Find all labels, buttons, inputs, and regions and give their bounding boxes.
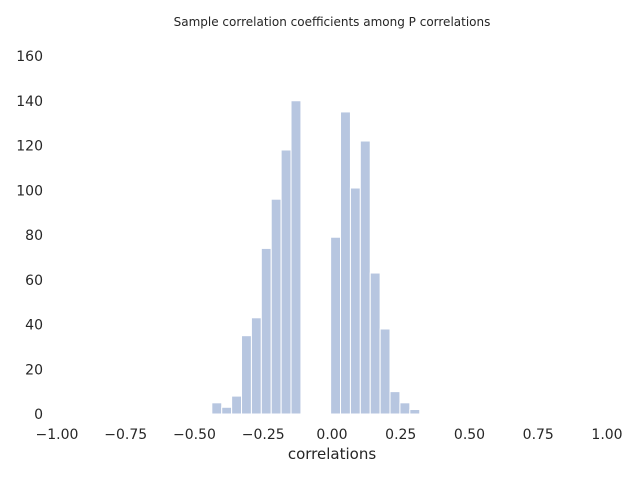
histogram-bar [280, 149, 292, 415]
histogram-bar [349, 187, 361, 415]
x-axis-label: correlations [288, 445, 376, 463]
histogram-bar [221, 406, 233, 415]
histogram-bar [241, 335, 252, 415]
histogram-bar [340, 111, 351, 415]
y-tick-label: 100 [16, 183, 43, 199]
chart-title: Sample correlation coefficients among P … [174, 15, 491, 29]
histogram-bar [231, 395, 243, 415]
x-tick-label: −0.50 [173, 427, 216, 443]
x-tick-label: 0.00 [316, 427, 347, 443]
y-tick-label: 140 [16, 94, 43, 110]
histogram-bars [211, 100, 421, 415]
y-tick-label: 80 [25, 228, 43, 244]
histogram-bar [399, 402, 411, 415]
x-axis-tick-labels: −1.00 −0.75 −0.50 −0.25 0.00 0.25 0.50 0.75 1.00 [36, 427, 623, 443]
x-tick-label: 1.00 [591, 427, 622, 443]
y-tick-label: 20 [25, 362, 43, 378]
y-tick-label: 160 [16, 49, 43, 65]
histogram-bar [290, 100, 302, 415]
histogram-bar [409, 409, 421, 415]
histogram-bar [270, 198, 282, 415]
y-tick-label: 40 [25, 318, 43, 334]
histogram-bar [369, 272, 381, 415]
x-tick-label: −1.00 [36, 427, 79, 443]
y-tick-label: 0 [34, 407, 43, 423]
x-tick-label: −0.25 [242, 427, 285, 443]
histogram-bar [260, 247, 272, 415]
y-axis-tick-labels: 0 20 40 60 80 100 120 140 160 [16, 49, 43, 423]
x-tick-label: 0.50 [454, 427, 485, 443]
x-tick-label: 0.75 [523, 427, 554, 443]
histogram-bar [211, 402, 223, 415]
histogram-bar [250, 317, 262, 415]
histogram-bar [330, 236, 342, 415]
x-tick-label: −0.75 [104, 427, 147, 443]
y-tick-label: 60 [25, 273, 43, 289]
histogram-bar [389, 391, 401, 415]
y-tick-label: 120 [16, 139, 43, 155]
x-tick-label: 0.25 [385, 427, 416, 443]
histogram-bar [379, 328, 391, 415]
histogram-bar [359, 140, 371, 415]
